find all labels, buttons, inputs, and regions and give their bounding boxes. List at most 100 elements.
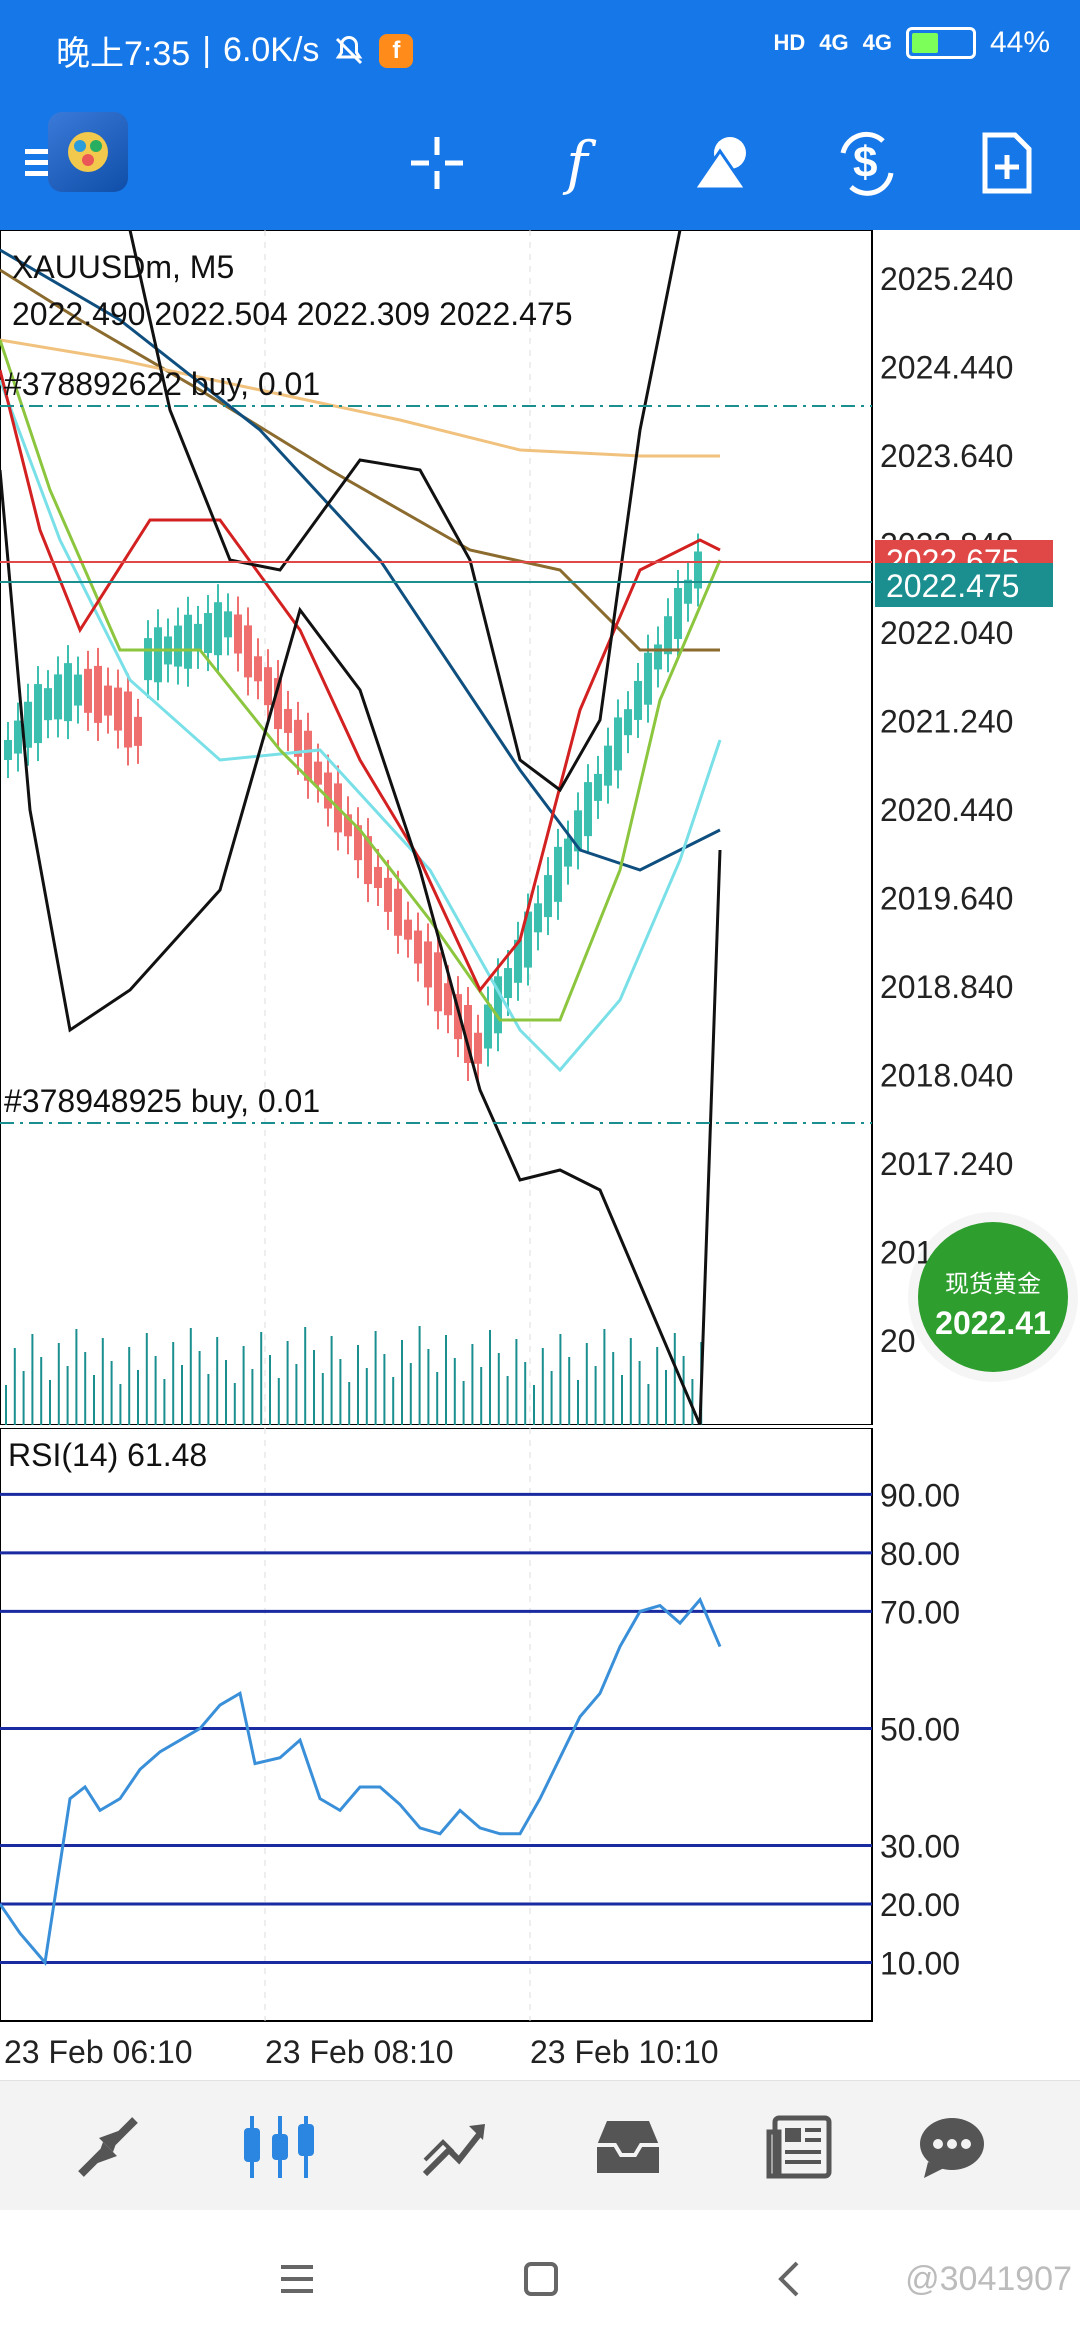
candle-body: [544, 875, 552, 918]
menu-icon[interactable]: [0, 118, 90, 208]
candle-body: [524, 911, 532, 968]
news-icon[interactable]: [760, 2107, 840, 2187]
bell-muted-icon: [336, 35, 363, 64]
home-icon[interactable]: [516, 2254, 566, 2304]
symbol-label: XAUUSDm, M5: [12, 249, 234, 285]
price-axis-label: 2022.040: [880, 615, 1013, 651]
bid-price-tag: [875, 563, 1053, 607]
ma-navy: [0, 248, 721, 872]
candle-body: [244, 625, 252, 678]
candle-body: [684, 579, 692, 604]
trade-icon[interactable]: $: [822, 118, 912, 208]
candle-body: [274, 678, 282, 730]
candle-body: [604, 745, 612, 786]
candle-body: [374, 866, 382, 888]
candle-body: [124, 691, 132, 748]
candle-body: [134, 716, 142, 746]
candle-body: [64, 663, 72, 722]
candle-body: [644, 652, 652, 705]
candle-body: [494, 976, 502, 1034]
price-chart[interactable]: XAUUSDm, M5 2022.490 2022.504 2022.309 2…: [0, 230, 1080, 1425]
candle-body: [574, 810, 582, 852]
candle-body: [254, 656, 262, 682]
function-icon[interactable]: f: [566, 129, 588, 197]
price-axis: 2025.2402024.4402023.6402022.8402022.040…: [880, 261, 1013, 1359]
candle-body: [514, 939, 522, 983]
order-label-bottom: #378948925 buy, 0.01: [4, 1083, 320, 1119]
price-axis-label: 2025.240: [880, 261, 1013, 297]
time-label: 23 Feb 06:10: [4, 2034, 193, 2070]
candle-body: [424, 941, 432, 988]
rsi-level-label: 30.00: [880, 1828, 960, 1864]
candle-body: [174, 625, 182, 667]
objects-icon[interactable]: [677, 118, 767, 208]
candle-body: [594, 773, 602, 801]
new-order-icon[interactable]: [962, 118, 1052, 208]
time-label: 23 Feb 10:10: [530, 2034, 719, 2070]
candle-body: [24, 701, 32, 748]
bottom-nav: [0, 2080, 1080, 2210]
candle-body: [414, 930, 422, 964]
candle-body: [314, 761, 322, 785]
candle-body: [444, 983, 452, 1016]
candle-body: [364, 836, 372, 885]
history-icon[interactable]: [588, 2107, 668, 2187]
bollinger-lower: [0, 469, 722, 1425]
candle-body: [634, 680, 642, 720]
ma-brown: [0, 268, 720, 652]
rsi-line: [0, 1596, 722, 1966]
gold-badge-title: 现货黄金: [945, 1271, 1041, 1298]
signal-2-icon: 4G: [862, 30, 892, 55]
candle-body: [354, 825, 362, 861]
recent-apps-icon[interactable]: [272, 2254, 322, 2304]
candle-body: [434, 952, 442, 1012]
price-axis-label: 2024.440: [880, 350, 1013, 386]
candle-body: [624, 709, 632, 736]
price-axis-label: 2020.440: [880, 792, 1013, 828]
price-axis-label: 2023.640: [880, 438, 1013, 474]
rsi-levels: 90.00 80.00 70.00 50.00 30.00 20.00 10.00: [0, 1477, 960, 1981]
candle-body: [74, 674, 82, 706]
rsi-level-label: 50.00: [880, 1711, 960, 1747]
trade-nav-icon[interactable]: [414, 2107, 494, 2187]
app-logo-icon[interactable]: [48, 112, 128, 192]
candle-body: [384, 877, 392, 912]
chart-icon[interactable]: [240, 2107, 320, 2187]
candle-body: [584, 782, 592, 837]
candle-body: [324, 772, 332, 809]
rsi-level-label: 20.00: [880, 1887, 960, 1923]
quotes-icon[interactable]: [68, 2107, 148, 2187]
candle-body: [284, 708, 292, 733]
candle-body: [214, 602, 222, 656]
indicator-lines: [0, 230, 722, 1425]
candle-body: [194, 623, 202, 651]
volume-bars: [5, 1326, 703, 1425]
candle-body: [504, 968, 512, 999]
rsi-panel[interactable]: 90.00 80.00 70.00 50.00 30.00 20.00 10.00 RSI(…: [0, 1428, 1080, 2023]
rsi-level-label: 10.00: [880, 1945, 960, 1981]
price-axis-label: 20: [880, 1323, 916, 1359]
rsi-level-label: 90.00: [880, 1477, 960, 1513]
candle-body: [484, 1004, 492, 1049]
rsi-label: RSI(14) 61.48: [8, 1437, 207, 1473]
candle-body: [534, 903, 542, 933]
order-label-top: #378892622 buy, 0.01: [4, 366, 320, 402]
ma-tan: [0, 338, 720, 458]
candle-body: [44, 688, 52, 721]
candle-body: [404, 919, 412, 940]
rsi-level-label: 80.00: [880, 1536, 960, 1572]
crosshair-icon[interactable]: [392, 118, 482, 208]
back-icon[interactable]: [764, 2254, 814, 2304]
candle-body: [304, 730, 312, 781]
candle-body: [14, 720, 22, 754]
candle-body: [154, 627, 162, 683]
app-notification-icon: f: [379, 33, 414, 68]
candle-body: [554, 846, 562, 902]
gold-price-badge[interactable]: 现货黄金 2022.41: [918, 1222, 1068, 1372]
candle-body: [204, 613, 212, 654]
messages-icon[interactable]: [912, 2107, 992, 2187]
chart-toolbar: f $: [0, 96, 1080, 230]
status-bar: 晚上7:35 | 6.0K/s f HD 4G 4G 44%: [0, 0, 1080, 96]
candle-body: [94, 665, 102, 723]
time-axis: 23 Feb 06:10 23 Feb 08:10 23 Feb 10:10: [0, 2020, 1080, 2080]
